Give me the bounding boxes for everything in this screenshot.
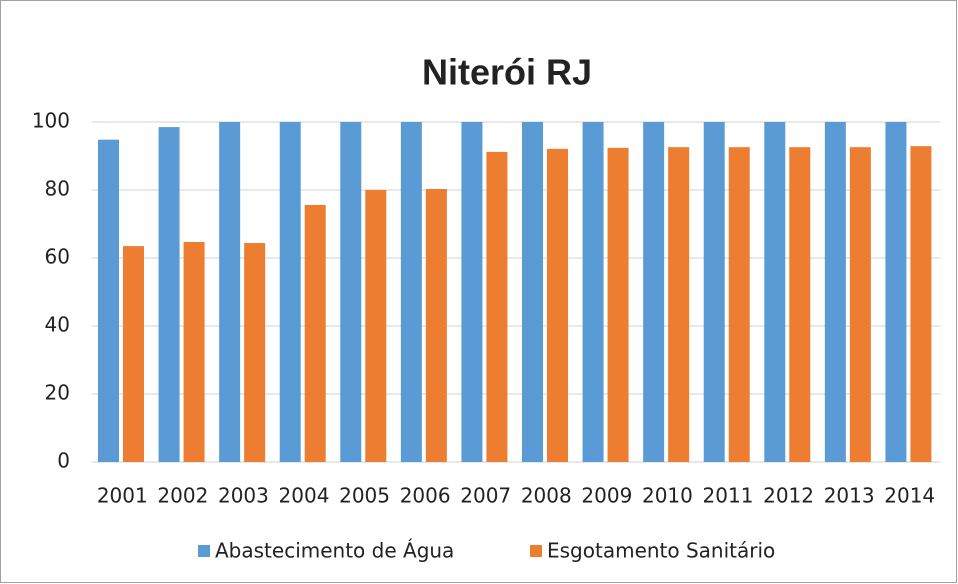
bar: [764, 122, 786, 462]
y-tick-label: 80: [45, 177, 70, 201]
bar: [910, 146, 932, 462]
bar: [849, 147, 871, 462]
x-tick-label: 2002: [157, 484, 208, 508]
bar: [158, 127, 180, 462]
bar: [703, 122, 725, 462]
bar: [461, 122, 483, 462]
bar: [547, 148, 568, 463]
y-tick-label: 40: [45, 313, 70, 337]
x-tick-label: 2011: [703, 484, 754, 508]
y-tick-label: 60: [45, 245, 70, 269]
bar: [522, 122, 543, 462]
bar: [643, 122, 665, 462]
x-tick-label: 2003: [218, 484, 269, 508]
bar: [607, 147, 629, 462]
chart-title: Niterói RJ: [422, 52, 592, 93]
legend-swatch: [530, 545, 542, 557]
legend-label: Esgotamento Sanitário: [547, 539, 775, 563]
x-tick-label: 2014: [884, 484, 935, 508]
bar: [728, 147, 750, 462]
bar: [340, 122, 362, 462]
bar: [183, 242, 205, 462]
bar: [885, 122, 907, 462]
bar: [244, 243, 266, 462]
bar: [668, 147, 690, 462]
x-tick-label: 2006: [400, 484, 451, 508]
bar: [789, 147, 811, 462]
bar: [219, 122, 241, 462]
x-tick-label: 2007: [460, 484, 511, 508]
bar: [824, 122, 846, 462]
bar: [123, 246, 144, 462]
x-tick-label: 2005: [339, 484, 390, 508]
x-tick-label: 2010: [642, 484, 693, 508]
x-tick-label: 2001: [97, 484, 148, 508]
bar: [486, 151, 508, 463]
bar: [400, 122, 422, 462]
bar: [582, 122, 604, 462]
x-tick-label: 2009: [581, 484, 632, 508]
y-tick-label: 20: [45, 381, 70, 405]
x-tick-label: 2013: [824, 484, 875, 508]
y-tick-label: 100: [32, 109, 70, 133]
bar: [425, 188, 447, 463]
bar: [279, 122, 301, 462]
bar: [365, 190, 387, 462]
x-tick-label: 2004: [279, 484, 330, 508]
x-tick-label: 2012: [763, 484, 814, 508]
x-tick-label: 2008: [521, 484, 572, 508]
y-tick-label: 0: [57, 449, 70, 473]
legend-label: Abastecimento de Água: [215, 539, 454, 563]
bar: [98, 139, 119, 462]
legend-swatch: [198, 545, 210, 557]
bar: [304, 204, 326, 462]
